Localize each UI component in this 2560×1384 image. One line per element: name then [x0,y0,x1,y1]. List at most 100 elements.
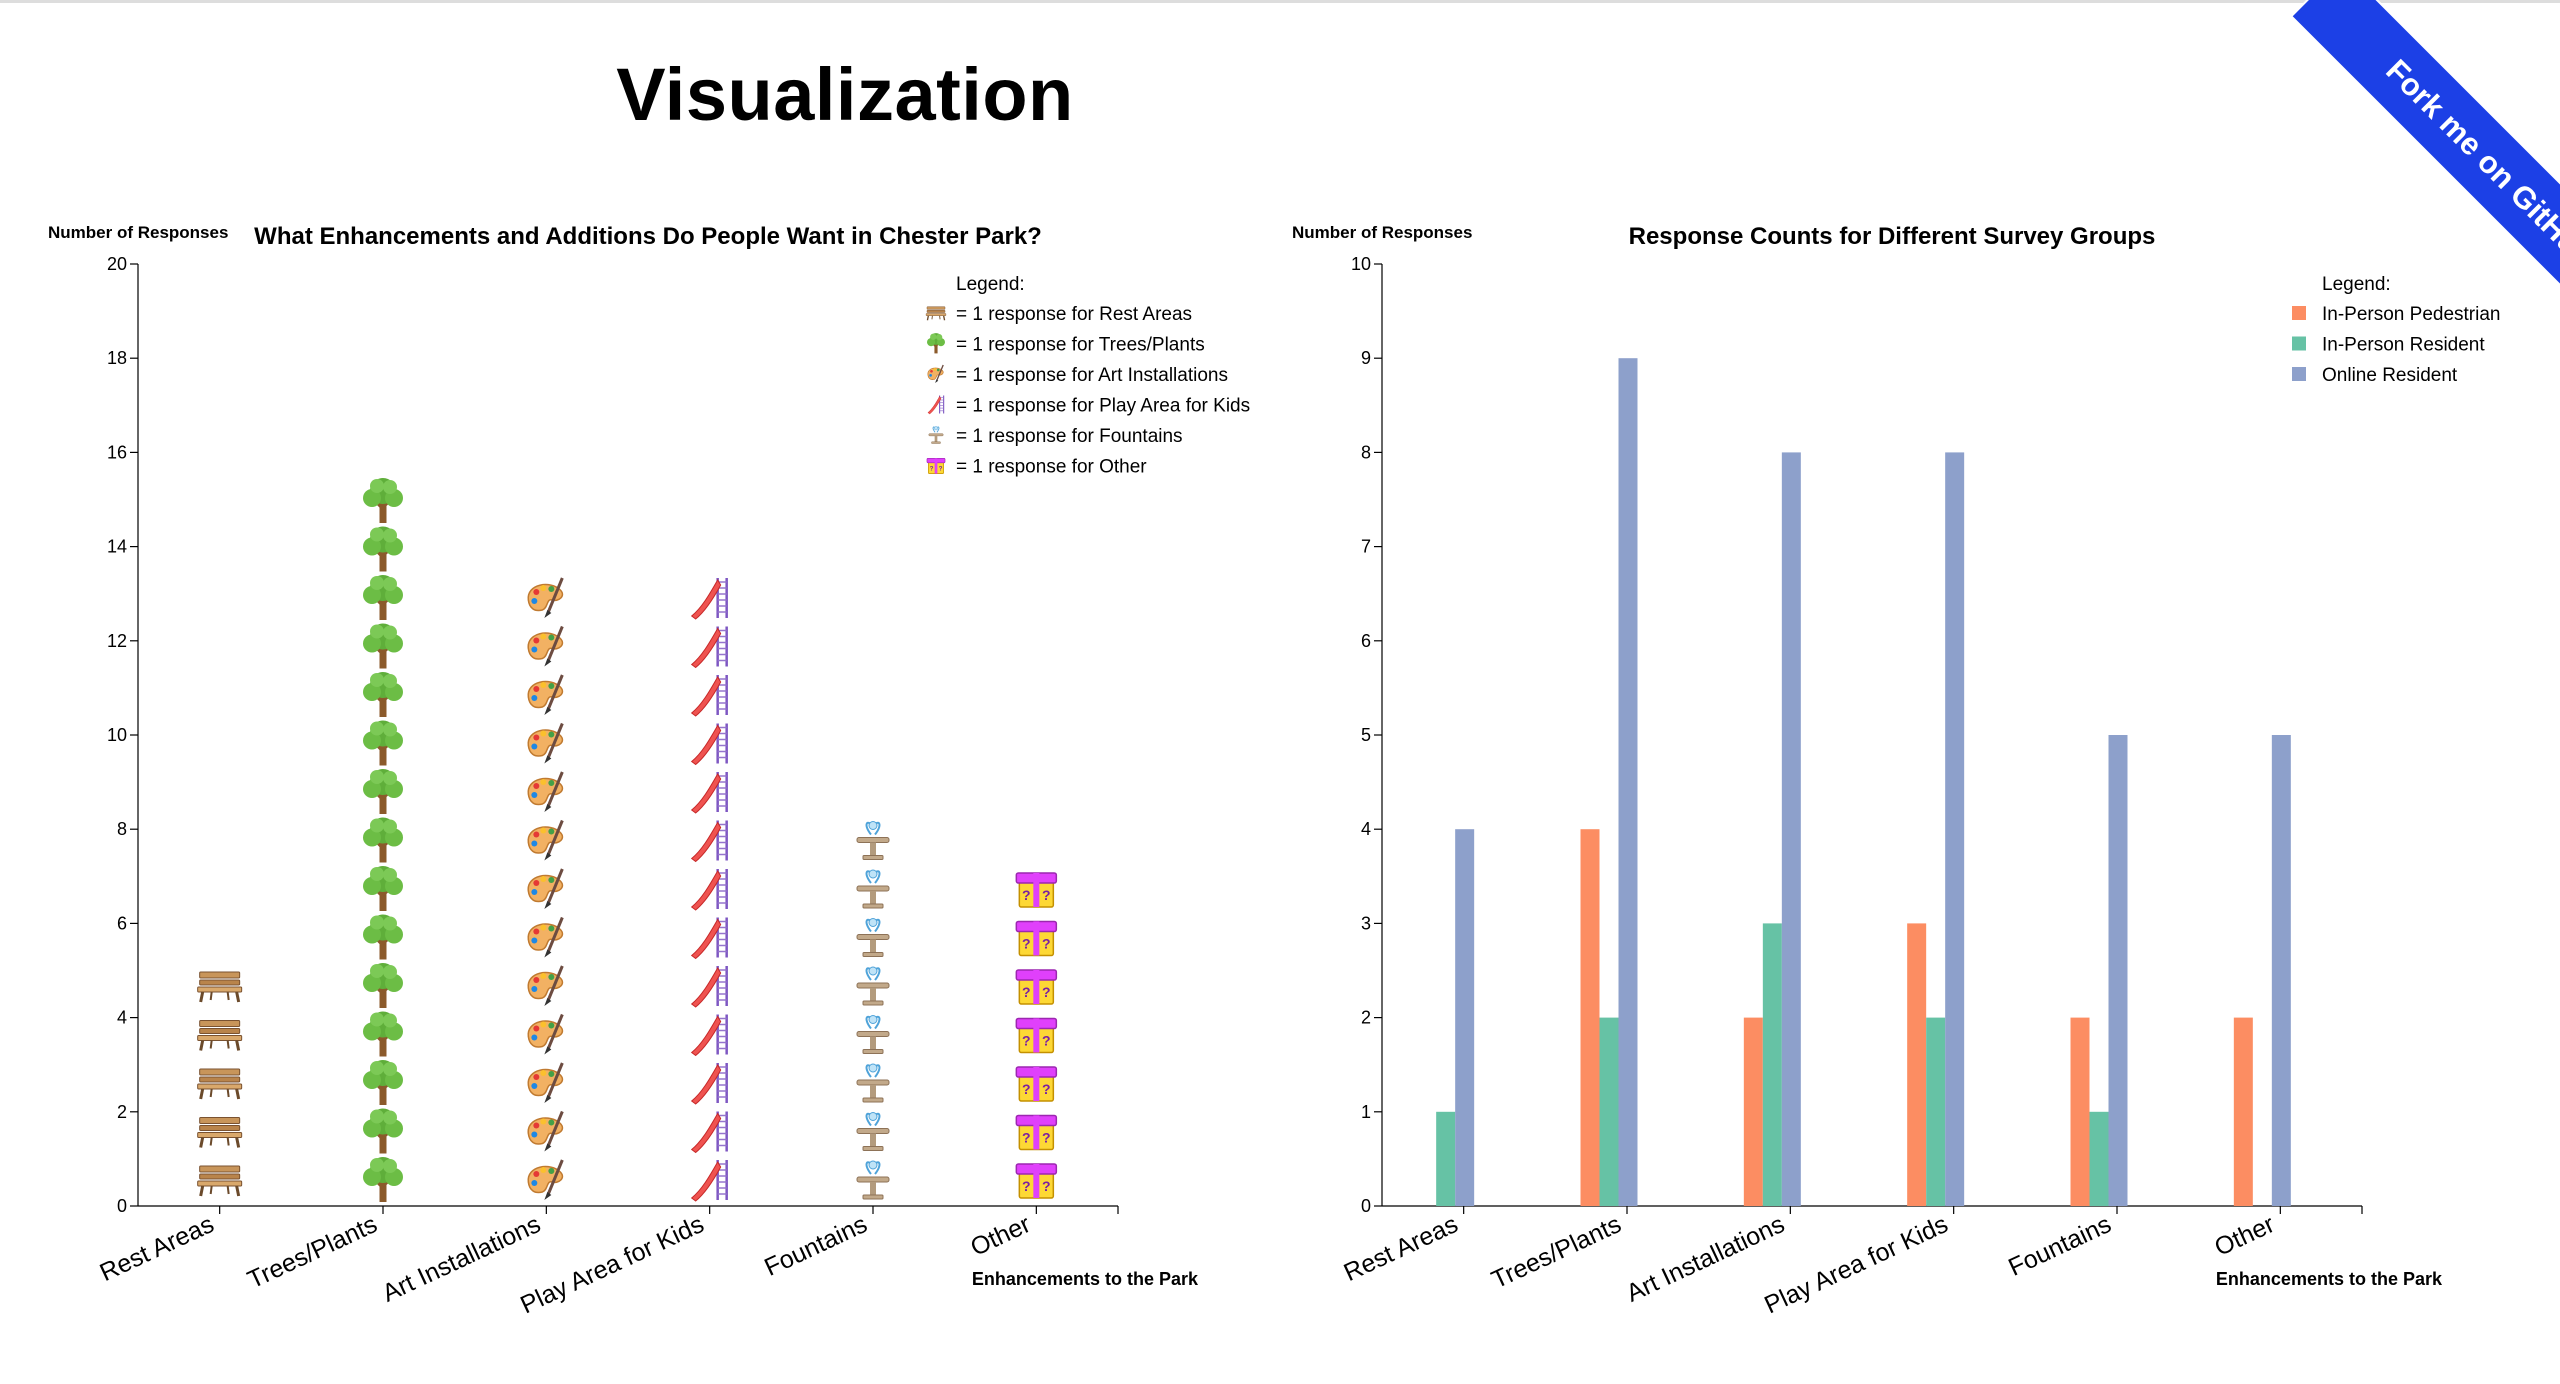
slide-icon [690,675,728,717]
bar-in-person-pedestrian [1580,829,1600,1206]
svg-text:?: ? [1022,887,1031,903]
tree-icon [363,526,403,572]
fountain-icon [856,918,890,957]
legend-swatch [2292,367,2306,381]
bar-in-person-resident [1436,1111,1456,1206]
svg-text:?: ? [930,465,934,472]
fountain-icon [856,1015,890,1054]
tree-icon [363,478,403,523]
fountain-icon [856,869,890,909]
palette-icon [527,771,564,812]
palette-icon [527,625,564,667]
x-axis-label: Enhancements to the Park [972,1269,1199,1289]
palette-icon [527,1110,564,1152]
bar-in-person-resident [1926,1017,1946,1206]
tree-icon [363,1157,403,1202]
tree-icon [363,963,403,1008]
legend-title: Legend: [2322,274,2391,295]
svg-text:?: ? [1022,936,1031,952]
legend-entry-label: = 1 response for Play Area for Kids [956,396,1250,417]
x-tick-label: Trees/Plants [243,1210,381,1294]
legend-entry-label: = 1 response for Other [956,457,1147,478]
x-tick-label: Fountains [760,1210,871,1282]
palette-icon [527,868,564,909]
bar-online-resident [2108,735,2128,1206]
bar-in-person-resident [2089,1111,2109,1206]
mystery-box-icon: ?? [1015,1017,1058,1054]
y-tick-label: 1 [1361,1102,1371,1122]
bar-in-person-resident [1599,1017,1619,1206]
fountain-icon [856,1112,890,1151]
y-tick-label: 10 [107,725,127,745]
legend-entry-label: = 1 response for Trees/Plants [956,335,1205,356]
legend-entry-label: = 1 response for Rest Areas [956,304,1192,325]
tree-icon [363,623,403,669]
bar-in-person-pedestrian [1743,1017,1763,1206]
svg-text:?: ? [1042,1033,1051,1049]
palette-icon [527,965,564,1006]
y-tick-label: 10 [1351,254,1371,274]
github-ribbon[interactable]: Fork me on GitHub [2180,0,2560,380]
bar-online-resident [1455,829,1475,1206]
y-tick-label: 4 [1361,819,1371,839]
bench-icon [197,1068,243,1100]
palette-icon [527,1159,564,1200]
fountain-icon [928,426,944,444]
y-tick-label: 6 [117,913,127,933]
fountain-icon [856,821,890,860]
bench-icon [197,1117,243,1148]
tree-icon [363,769,403,814]
fork-me-link[interactable]: Fork me on GitHub [2298,0,2560,356]
bar-in-person-pedestrian [2233,1017,2253,1206]
y-tick-label: 2 [117,1102,127,1122]
y-tick-label: 5 [1361,725,1371,745]
slide-icon [690,723,728,766]
y-tick-label: 0 [1361,1196,1371,1216]
x-tick-label: Other [2210,1210,2279,1262]
slide-icon [927,395,945,415]
palette-icon [527,1062,564,1103]
tree-icon [363,817,403,863]
slide-icon [690,917,728,960]
slide-icon [690,578,728,620]
y-tick-label: 20 [107,254,127,274]
tree-icon [363,575,403,620]
legend-entry-label: In-Person Resident [2322,335,2485,356]
tree-icon [363,1060,403,1105]
y-tick-label: 14 [107,537,127,557]
tree-icon [363,720,403,766]
bar-online-resident [2271,735,2291,1206]
y-tick-label: 3 [1361,913,1371,933]
mystery-box-icon: ?? [1015,1114,1058,1151]
y-axis-label: Number of Responses [1292,223,1472,242]
mystery-box-icon: ?? [1015,1163,1058,1199]
bar-online-resident [1618,358,1638,1206]
palette-icon [527,1013,564,1055]
palette-icon [527,722,564,764]
tree-icon [363,866,403,911]
pictograph-chart: What Enhancements and Additions Do Peopl… [48,223,1250,1319]
slide-icon [690,1063,728,1105]
bench-icon [197,1165,243,1197]
slide-icon [690,1111,728,1154]
top-border [0,0,2560,3]
mystery-box-icon: ?? [1015,920,1058,957]
bar-online-resident [1945,452,1965,1206]
slide-icon [690,1014,728,1057]
y-tick-label: 6 [1361,631,1371,651]
svg-text:?: ? [1042,984,1051,1000]
bar-in-person-pedestrian [1907,923,1927,1206]
y-axis-label: Number of Responses [48,223,228,242]
fountain-icon [856,1160,890,1200]
svg-text:?: ? [1042,1178,1051,1194]
svg-text:?: ? [1042,936,1051,952]
y-tick-label: 16 [107,442,127,462]
palette-icon [527,916,564,958]
tree-icon [363,1108,403,1154]
x-tick-label: Play Area for Kids [516,1210,708,1319]
tree-icon [363,914,403,960]
x-tick-label: Rest Areas [1340,1210,1463,1287]
svg-text:?: ? [939,465,943,472]
mystery-box-icon: ?? [1015,872,1058,908]
fountain-icon [856,1063,890,1103]
